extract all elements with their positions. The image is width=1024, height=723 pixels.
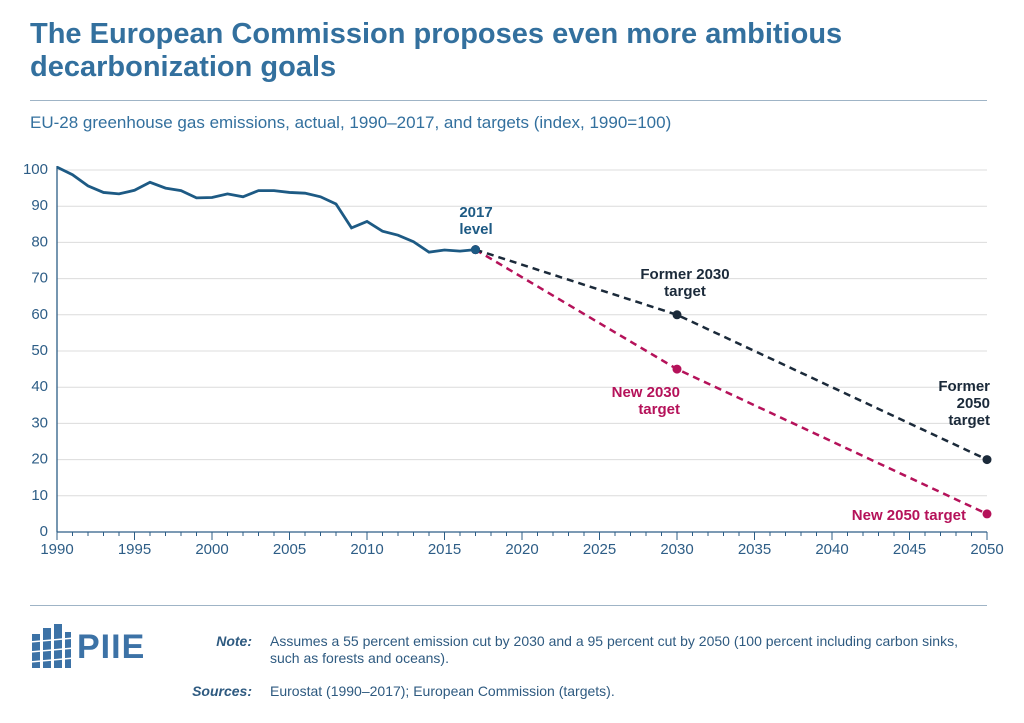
x-tick-label: 2045 bbox=[893, 541, 926, 558]
x-tick-label: 2040 bbox=[815, 541, 848, 558]
y-tick-label: 20 bbox=[31, 451, 48, 468]
sources-label: Sources: bbox=[192, 683, 252, 699]
annotation: Former 2030 bbox=[640, 266, 729, 283]
x-tick-label: 2005 bbox=[273, 541, 306, 558]
y-tick-label: 80 bbox=[31, 233, 48, 250]
y-tick-label: 50 bbox=[31, 342, 48, 359]
y-tick-label: 70 bbox=[31, 270, 48, 287]
point-marker bbox=[982, 509, 992, 519]
chart-subtitle: EU-28 greenhouse gas emissions, actual, … bbox=[30, 113, 672, 132]
logo: PIIE bbox=[77, 628, 146, 666]
y-tick-label: 40 bbox=[31, 378, 48, 395]
point-marker bbox=[982, 455, 992, 465]
y-tick-label: 10 bbox=[31, 487, 48, 504]
x-tick-label: 1995 bbox=[118, 541, 151, 558]
y-tick-label: 90 bbox=[31, 197, 48, 214]
annotation: target bbox=[948, 412, 990, 429]
logo-icon bbox=[30, 624, 74, 668]
note: Assumes a 55 percent emission cut by 203… bbox=[270, 633, 958, 666]
target-line bbox=[474, 248, 988, 516]
point-marker bbox=[672, 310, 682, 320]
y-tick-label: 60 bbox=[31, 306, 48, 323]
annotation: New 2030 bbox=[612, 384, 680, 401]
target-line bbox=[475, 248, 988, 461]
x-tick-label: 2020 bbox=[505, 541, 538, 558]
annotation: Former bbox=[938, 378, 990, 395]
annotation: level bbox=[459, 221, 492, 238]
x-tick-label: 1990 bbox=[40, 541, 73, 558]
x-tick-label: 2050 bbox=[970, 541, 1003, 558]
note-label: Note: bbox=[216, 633, 252, 649]
point-marker bbox=[672, 364, 682, 374]
x-tick-label: 2015 bbox=[428, 541, 461, 558]
x-tick-label: 2000 bbox=[195, 541, 228, 558]
y-tick-label: 100 bbox=[23, 161, 48, 178]
y-tick-label: 0 bbox=[40, 523, 48, 540]
x-tick-label: 2035 bbox=[738, 541, 771, 558]
sources: Eurostat (1990–2017); European Commissio… bbox=[270, 683, 615, 699]
x-tick-label: 2030 bbox=[660, 541, 693, 558]
annotation: target bbox=[664, 283, 706, 300]
annotation: 2050 bbox=[957, 395, 990, 412]
rule bbox=[30, 100, 987, 101]
x-tick-label: 2010 bbox=[350, 541, 383, 558]
point-marker bbox=[471, 245, 480, 255]
annotation: New 2050 target bbox=[852, 507, 966, 524]
y-tick-label: 30 bbox=[31, 414, 48, 431]
annotation: target bbox=[638, 401, 680, 418]
rule bbox=[30, 605, 987, 606]
x-tick-label: 2025 bbox=[583, 541, 616, 558]
annotation: 2017 bbox=[459, 204, 492, 221]
chart-title: The European Commission proposes even mo… bbox=[30, 18, 843, 83]
actual-line bbox=[56, 165, 476, 254]
